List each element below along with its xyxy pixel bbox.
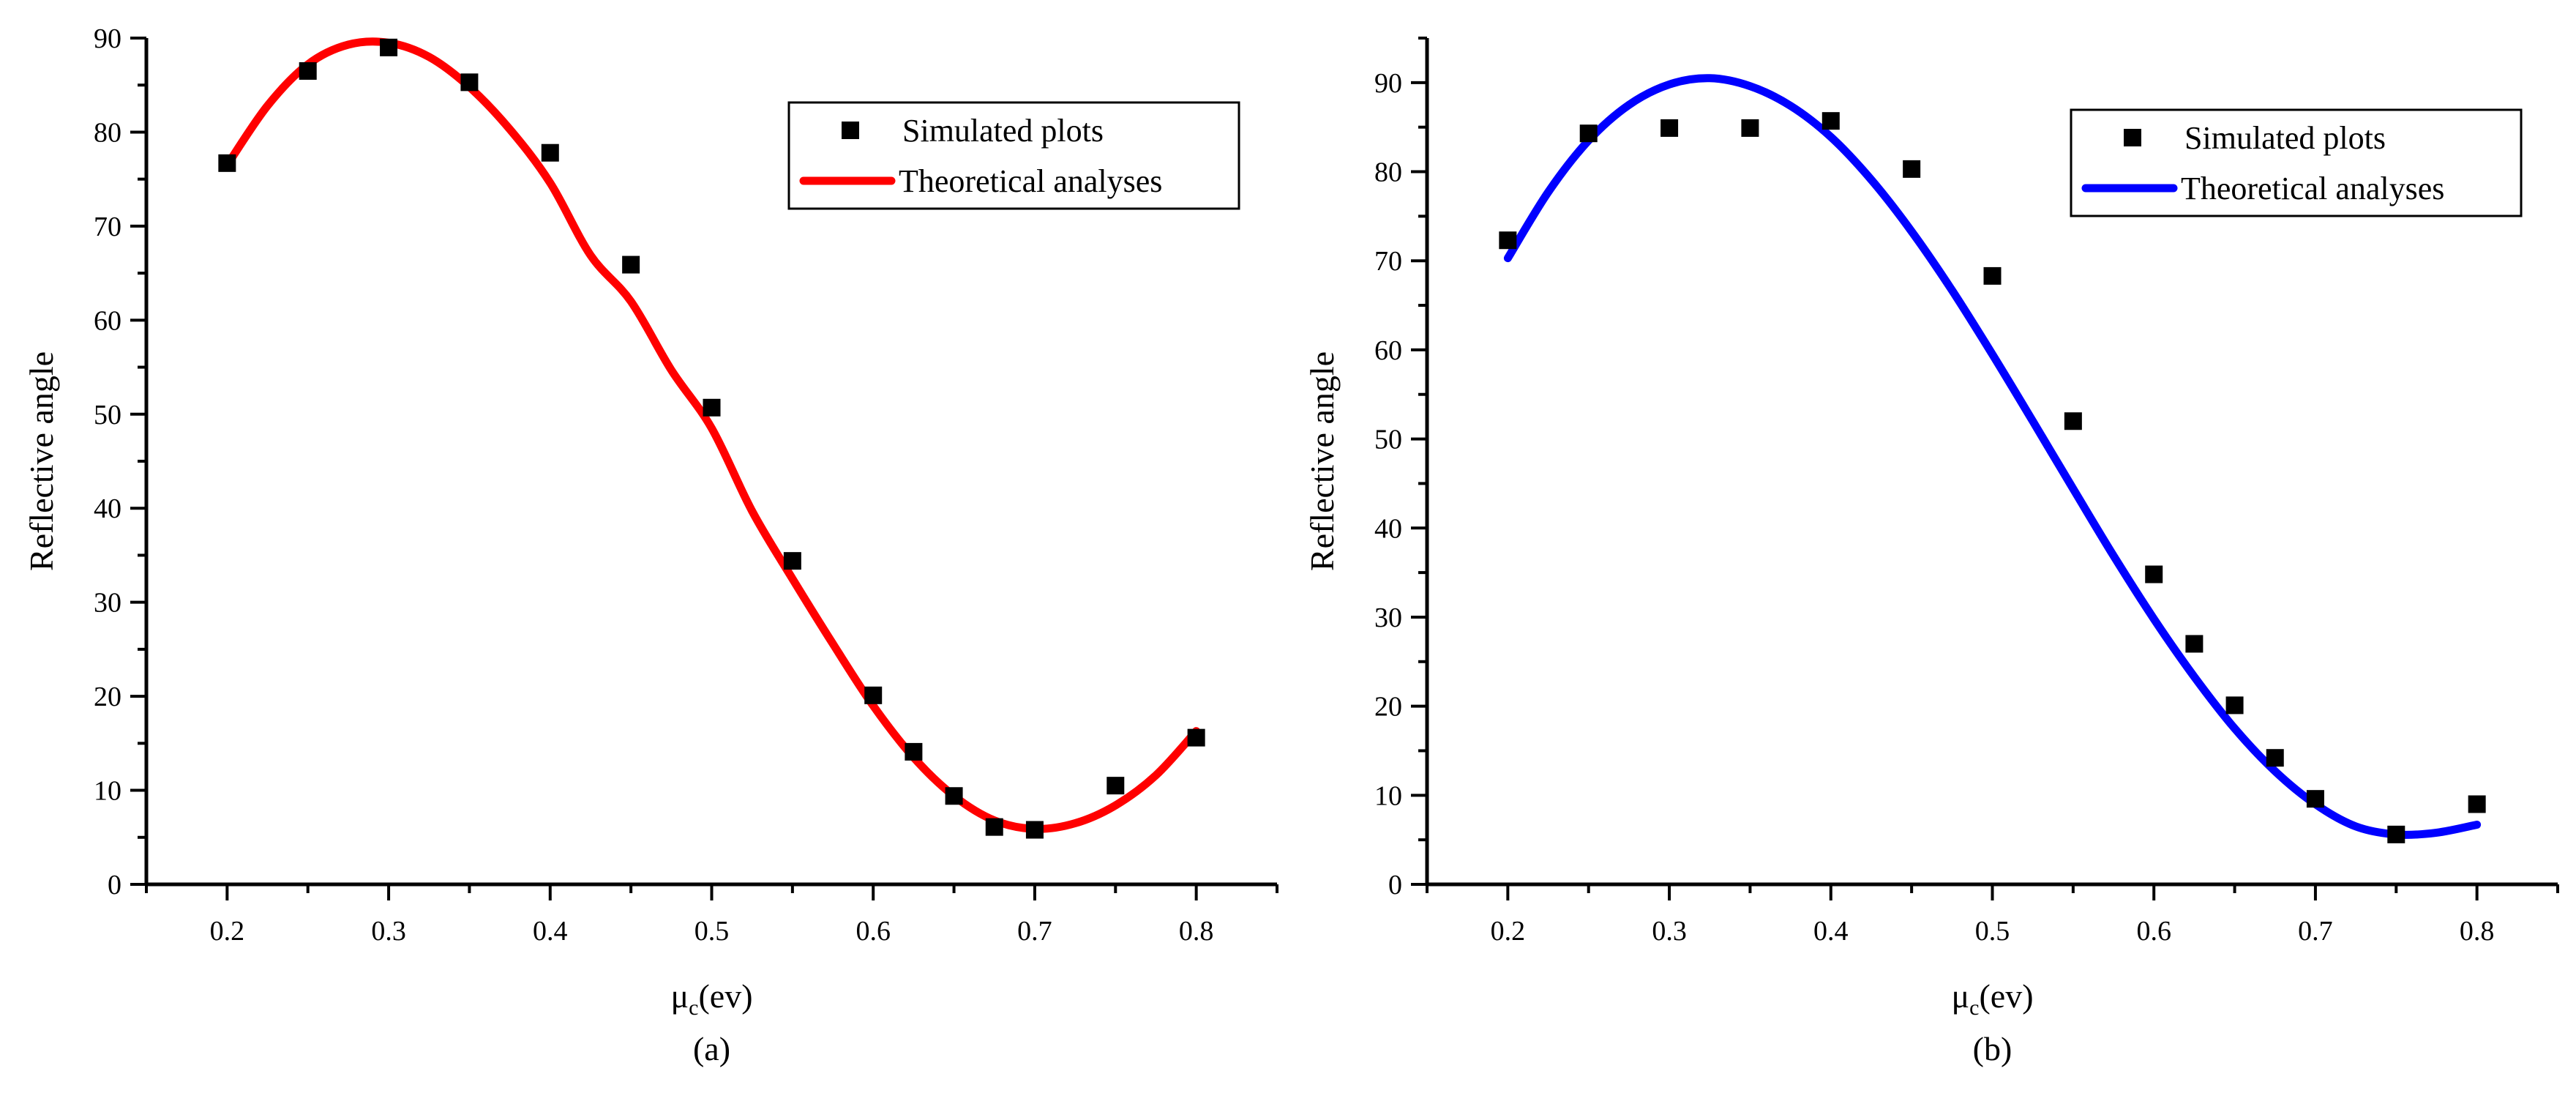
y-tick-label: 80 — [94, 117, 121, 148]
theoretical-curve — [1503, 74, 2482, 839]
y-tick-label: 50 — [94, 400, 121, 430]
simulated-point — [985, 818, 1003, 836]
y-tick-label: 80 — [1374, 157, 1402, 188]
simulated-point — [1187, 728, 1205, 747]
x-tick-label: 0.2 — [210, 916, 245, 947]
y-tick-label: 60 — [94, 305, 121, 336]
x-axis-title-subscript: c — [689, 996, 698, 1020]
x-tick-label: 0.8 — [1179, 916, 1214, 947]
simulated-point — [218, 154, 236, 172]
simulated-point — [1903, 160, 1921, 178]
simulated-point — [2306, 790, 2324, 808]
simulated-point — [380, 38, 398, 56]
simulated-point — [2064, 412, 2082, 430]
y-tick-label: 90 — [1374, 68, 1402, 99]
x-axis-title-symbol: μ — [1951, 977, 1969, 1015]
simulated-point — [864, 686, 883, 704]
simulated-point — [299, 61, 317, 80]
simulated-point — [1579, 124, 1598, 143]
simulated-point — [1741, 119, 1759, 137]
x-tick-label: 0.3 — [371, 916, 406, 947]
panel-caption: (b) — [1973, 1030, 2012, 1067]
simulated-point — [1107, 777, 1125, 795]
x-tick-label: 0.8 — [2460, 916, 2495, 947]
x-tick-label: 0.5 — [694, 916, 730, 947]
y-axis-title: Reflective angle — [23, 351, 60, 571]
x-tick-label: 0.6 — [2136, 916, 2171, 947]
x-axis-title-subscript: c — [1969, 996, 1979, 1020]
x-tick-label: 0.3 — [1652, 916, 1687, 947]
simulated-point — [1983, 266, 2002, 285]
legend-marker-square — [2124, 129, 2141, 146]
x-axis-title-unit: (ev) — [1979, 977, 2033, 1015]
x-axis-title-symbol: μ — [670, 977, 689, 1015]
x-tick-label: 0.6 — [855, 916, 891, 947]
y-tick-label: 90 — [94, 23, 121, 54]
x-tick-label: 0.4 — [533, 916, 568, 947]
y-tick-label: 50 — [1374, 425, 1402, 455]
y-axis-title: Reflective angle — [1303, 351, 1341, 571]
simulated-point — [905, 742, 923, 761]
simulated-point — [622, 255, 640, 274]
x-tick-label: 0.5 — [1975, 916, 2010, 947]
simulated-point — [2225, 696, 2244, 715]
panel-caption: (a) — [693, 1030, 730, 1067]
simulated-point — [2145, 565, 2163, 583]
y-tick-label: 10 — [1374, 780, 1402, 811]
x-axis-title: μc(ev) — [670, 977, 752, 1020]
y-tick-label: 70 — [94, 212, 121, 242]
y-tick-label: 20 — [1374, 692, 1402, 723]
y-tick-label: 0 — [108, 870, 121, 900]
legend-label-simulated: Simulated plots — [902, 113, 1104, 149]
legend-box — [787, 101, 1240, 210]
simulated-point — [1821, 112, 1840, 130]
simulated-point — [541, 143, 559, 162]
x-tick-label: 0.7 — [2298, 916, 2333, 947]
chart-panel-a: 0.2 0.3 0.4 0.5 0.6 0.7 0.8 0 10 20 30 40 50 60 70 80 90… — [23, 23, 1278, 1067]
x-tick-label: 0.4 — [1813, 916, 1849, 947]
y-tick-label: 10 — [94, 776, 121, 807]
chart-panel-b: 0.2 0.3 0.4 0.5 0.6 0.7 0.8 0 10 20 30 40 50 60 70 80 90… — [1303, 37, 2559, 1067]
simulated-point — [945, 787, 963, 805]
simulated-point — [1499, 231, 1517, 250]
simulated-point — [2387, 825, 2405, 843]
legend-label-theoretical: Theoretical analyses — [2181, 171, 2444, 206]
theoretical-curve — [222, 37, 1201, 833]
legend: Simulated plots Theoretical analyses — [2070, 108, 2523, 217]
legend-label-simulated: Simulated plots — [2184, 120, 2386, 156]
x-tick-label: 0.7 — [1017, 916, 1052, 947]
x-axis-title: μc(ev) — [1951, 977, 2033, 1020]
x-axis-title-unit: (ev) — [698, 977, 752, 1015]
y-tick-label: 30 — [94, 588, 121, 619]
simulated-point — [783, 552, 801, 570]
simulated-point — [703, 398, 721, 417]
x-tick-label: 0.2 — [1491, 916, 1526, 947]
y-tick-label: 20 — [94, 682, 121, 712]
simulated-point — [460, 73, 479, 92]
simulated-point — [1025, 821, 1044, 839]
y-tick-label: 40 — [1374, 513, 1402, 544]
y-tick-label: 30 — [1374, 603, 1402, 633]
y-tick-label: 60 — [1374, 335, 1402, 366]
legend-box — [2070, 108, 2523, 217]
simulated-point — [2185, 635, 2204, 653]
simulated-point — [2468, 795, 2486, 813]
legend: Simulated plots Theoretical analyses — [787, 101, 1240, 210]
simulated-point — [2266, 749, 2284, 767]
y-tick-label: 70 — [1374, 246, 1402, 277]
legend-marker-square — [842, 122, 859, 139]
simulated-point — [1660, 119, 1679, 137]
y-tick-label: 0 — [1388, 870, 1402, 900]
y-tick-label: 40 — [94, 493, 121, 524]
legend-label-theoretical: Theoretical analyses — [899, 163, 1162, 199]
